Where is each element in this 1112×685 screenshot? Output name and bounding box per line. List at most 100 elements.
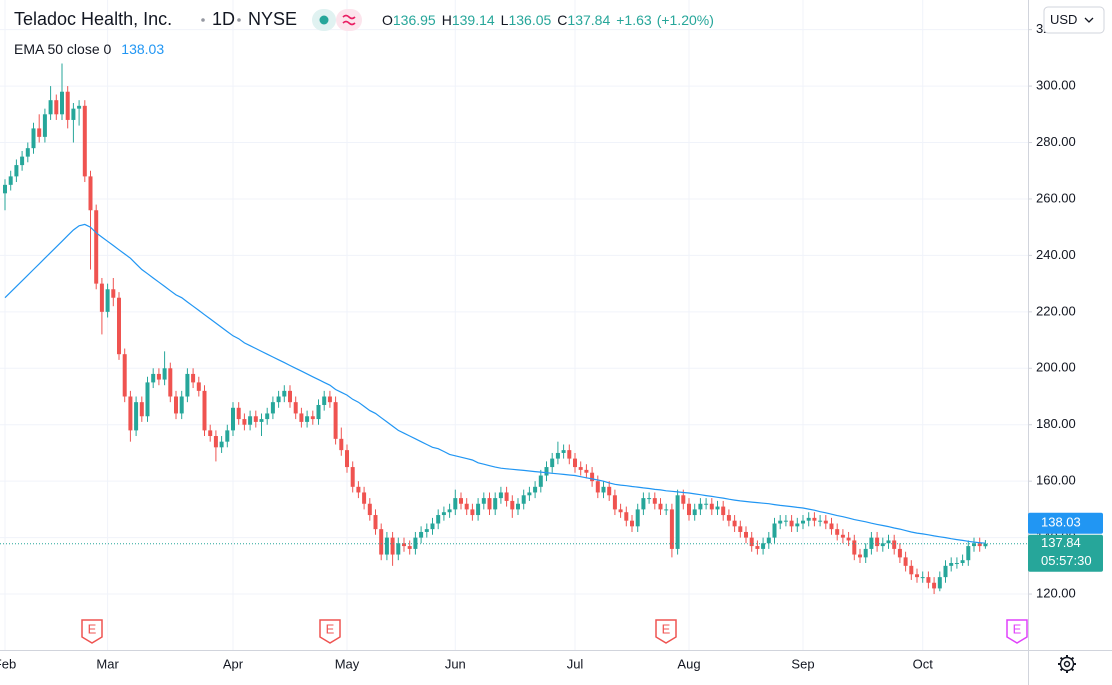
- candle-body: [521, 495, 526, 504]
- interval[interactable]: 1D: [212, 9, 235, 29]
- earnings-marker: [1006, 619, 1028, 644]
- candle-body: [139, 402, 144, 417]
- candle-body: [829, 523, 834, 530]
- candle-body: [213, 436, 218, 448]
- ohlc-value: 139.14: [452, 12, 495, 28]
- candle-body: [983, 543, 988, 547]
- candle-body: [704, 503, 709, 505]
- candle-body: [60, 91, 64, 115]
- settings-button[interactable]: [1058, 655, 1076, 673]
- candle-body: [88, 176, 93, 211]
- data-mode-icon: [342, 14, 356, 26]
- currency-chevron: [1084, 17, 1094, 23]
- candle-body: [584, 469, 589, 473]
- candle-body: [846, 537, 851, 541]
- candle-body: [168, 368, 173, 397]
- candle-body: [709, 503, 714, 510]
- candle-body: [367, 503, 372, 516]
- ohlc-key: O: [382, 12, 393, 28]
- earnings-label: E: [326, 621, 335, 636]
- candle-body: [920, 577, 925, 579]
- candle-body: [419, 531, 424, 538]
- earnings-label: E: [88, 621, 97, 636]
- candle-body: [869, 537, 874, 549]
- candle-body: [384, 537, 389, 555]
- y-tick-label: 300.00: [1036, 78, 1076, 93]
- candle-body: [538, 475, 543, 487]
- candle-body: [641, 498, 646, 510]
- candle-body: [48, 100, 53, 115]
- candle-body: [202, 390, 207, 431]
- candle-body: [715, 506, 720, 510]
- data-mode[interactable]: [336, 9, 362, 31]
- candle-body: [487, 498, 492, 510]
- candle-body: [926, 577, 931, 583]
- candle-body: [949, 563, 954, 566]
- change: +1.63: [616, 12, 652, 28]
- currency[interactable]: USD: [1050, 12, 1077, 27]
- candle-body: [772, 523, 777, 538]
- ohlc-header: O136.95 H139.14 L136.05 C137.84 +1.63 (+1.20%…: [382, 12, 714, 28]
- candle-body: [561, 450, 566, 453]
- candle-body: [635, 509, 640, 527]
- candle-body: [373, 515, 378, 530]
- candle-body: [37, 128, 42, 137]
- candle-body: [407, 546, 412, 549]
- candle-body: [806, 517, 811, 521]
- candle-body: [835, 529, 840, 535]
- candle-body: [550, 458, 555, 468]
- separator: [201, 18, 205, 22]
- candle-body: [179, 396, 184, 414]
- currency-button[interactable]: [1043, 6, 1105, 34]
- change-percent: (+1.20%): [657, 12, 714, 28]
- candle-body: [567, 450, 572, 459]
- countdown: 05:57:30: [1041, 553, 1092, 568]
- candle-body: [82, 105, 87, 177]
- candle-body: [744, 531, 748, 538]
- candle-body: [111, 289, 116, 298]
- candle-body: [681, 495, 686, 504]
- settings-teeth: [1058, 655, 1076, 673]
- candle-body: [270, 402, 275, 414]
- candle-body: [459, 498, 463, 504]
- candle-body: [687, 503, 691, 516]
- ohlc-key: L: [501, 12, 509, 28]
- candle-body: [966, 546, 971, 561]
- candle-body: [481, 498, 486, 504]
- candle-body: [453, 498, 458, 510]
- earnings-marker: [319, 619, 341, 644]
- candle-body: [669, 509, 674, 549]
- candle-body: [345, 450, 349, 468]
- candle-body: [162, 368, 167, 380]
- candle-body: [322, 396, 327, 405]
- candle-body: [31, 128, 36, 149]
- candle-body: [14, 165, 19, 177]
- candle-body: [191, 373, 196, 383]
- candle-body: [783, 520, 788, 522]
- ohlc-value: 136.95: [393, 12, 436, 28]
- candle-body: [293, 402, 298, 414]
- candle-body: [424, 529, 429, 532]
- candle-body: [652, 498, 657, 504]
- candle-body: [185, 373, 190, 397]
- ohlc-key: H: [442, 12, 452, 28]
- candle-body: [612, 495, 617, 510]
- candle-body: [909, 565, 914, 575]
- candle-body: [823, 520, 828, 524]
- earnings-marker: [81, 619, 103, 644]
- candle-body: [954, 563, 959, 565]
- candle-body: [402, 543, 406, 547]
- candle-body: [590, 472, 595, 482]
- candle-body: [618, 509, 623, 513]
- candle-body: [897, 548, 902, 558]
- candle-body: [692, 509, 697, 516]
- candle-body: [943, 565, 948, 578]
- candle-body: [145, 382, 150, 417]
- candle-body: [105, 289, 110, 312]
- candle-body: [225, 430, 230, 442]
- indicator-value: 138.03: [121, 41, 164, 57]
- earnings-label: E: [1013, 621, 1022, 636]
- candle-body: [327, 396, 332, 403]
- grid: [0, 0, 1028, 651]
- candle-body: [99, 283, 104, 312]
